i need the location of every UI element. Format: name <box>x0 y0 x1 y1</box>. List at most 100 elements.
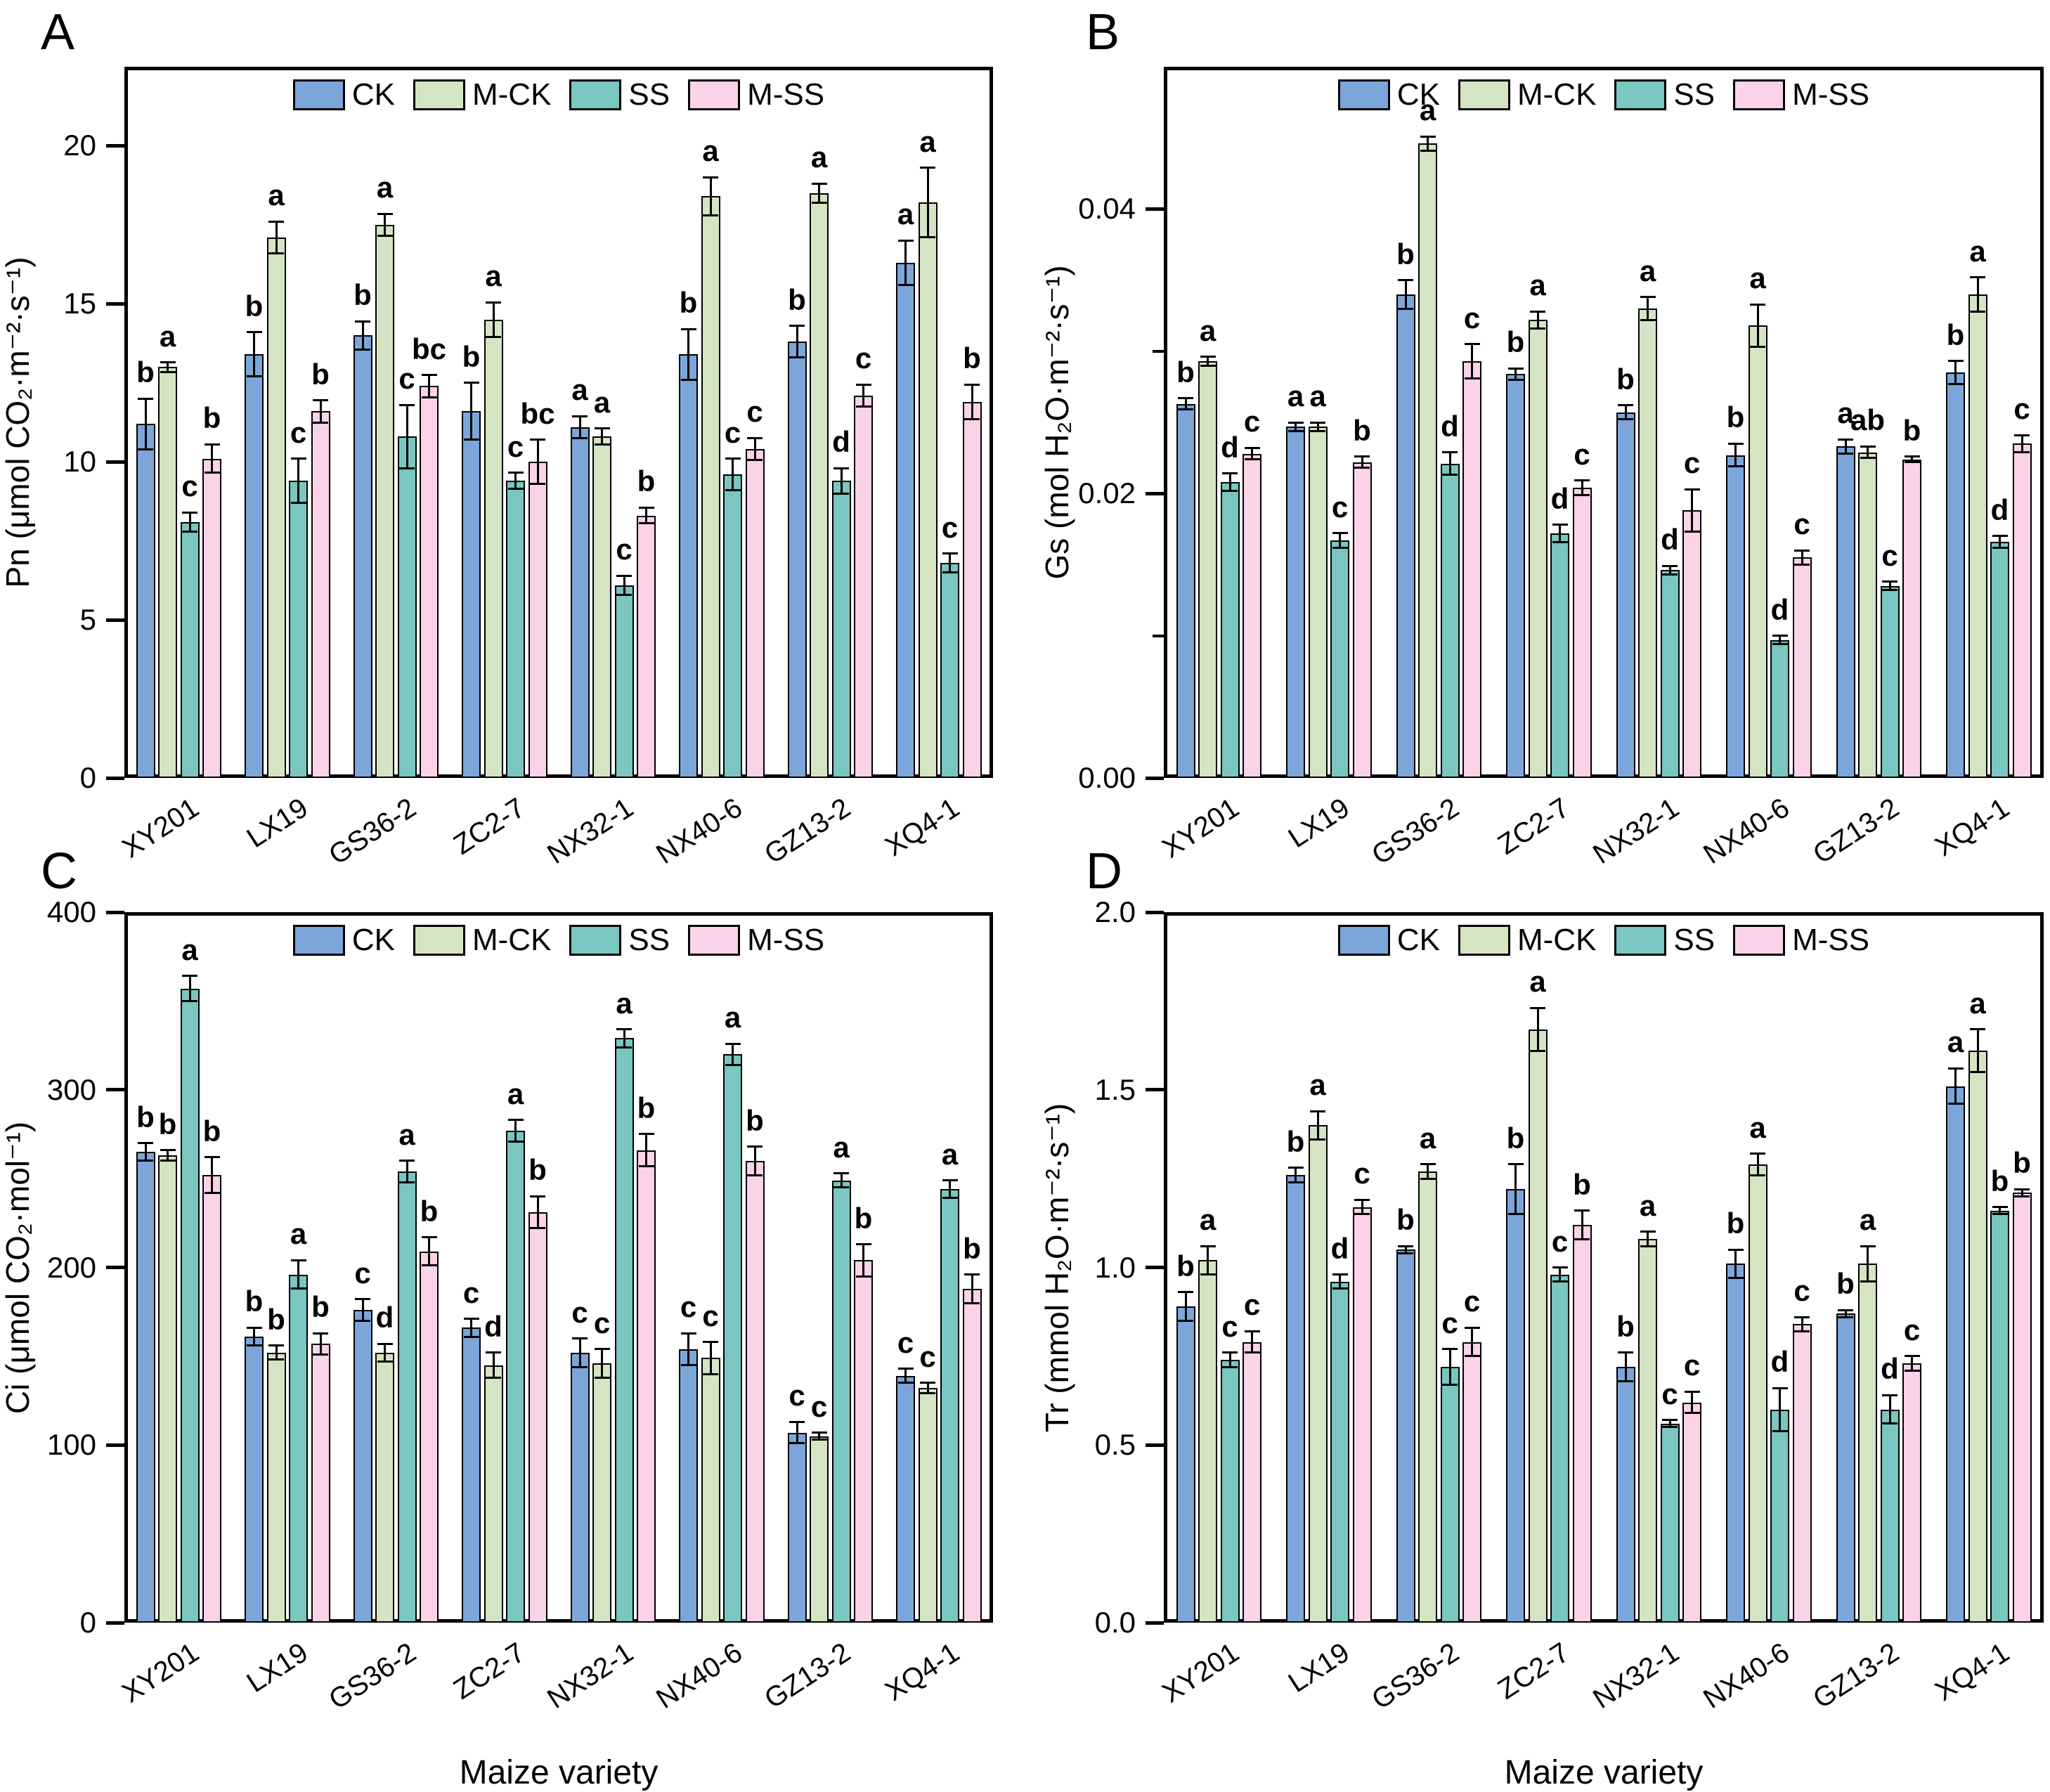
error-bar-cap-bottom <box>463 1335 479 1338</box>
sig-letter: a <box>941 1137 959 1171</box>
bar-D-NX40-6-CK <box>1726 1264 1745 1623</box>
error-bar-cap-top <box>1178 1291 1193 1294</box>
error-bar-cap-bottom <box>920 1392 935 1395</box>
error-bar-cap-top <box>246 1326 262 1329</box>
bar-D-LX19-SS <box>1330 1281 1349 1623</box>
error-bar <box>1911 456 1913 462</box>
sig-letter: b <box>1353 413 1371 447</box>
error-bar <box>971 384 973 420</box>
error-bar-cap-top <box>1420 1163 1436 1166</box>
error-bar-cap-top <box>594 1348 610 1351</box>
error-bar-cap-bottom <box>1310 429 1325 432</box>
error-bar-cap-bottom <box>1530 327 1545 330</box>
error-bar <box>1339 533 1341 548</box>
legend-item-CK: CK <box>292 925 395 956</box>
error-bar-cap-bottom <box>1618 1379 1633 1382</box>
error-bar <box>1691 489 1693 532</box>
bar-A-ZC2-7-SS <box>506 481 525 778</box>
sig-letter: d <box>832 425 850 459</box>
legend-swatch-M-CK <box>1458 925 1510 956</box>
error-bar <box>1471 344 1473 379</box>
legend-label: M-SS <box>1792 77 1870 112</box>
error-bar-cap-bottom <box>1772 643 1788 646</box>
error-bar-cap-top <box>1860 1245 1876 1247</box>
error-bar-cap-top <box>182 511 197 514</box>
bar-D-ZC2-7-SS <box>1550 1274 1569 1623</box>
error-bar-cap-top <box>421 374 437 377</box>
error-bar <box>406 1160 408 1183</box>
bar-B-NX32-1-CK <box>1616 412 1635 778</box>
error-bar-cap-bottom <box>747 1174 763 1176</box>
sig-letter: a <box>290 1217 307 1251</box>
legend-item-M-SS: M-SS <box>688 79 824 110</box>
sig-letter: b <box>963 342 981 375</box>
error-bar-cap-top <box>964 383 980 386</box>
sig-letter: b <box>637 1091 656 1124</box>
error-bar-cap-bottom <box>1530 1049 1545 1052</box>
bar-B-XY201-M-SS <box>1243 453 1261 778</box>
bar-D-ZC2-7-CK <box>1506 1189 1525 1623</box>
sig-letter: b <box>679 286 698 320</box>
sig-letter: b <box>637 465 656 498</box>
sig-letter: a <box>181 933 198 966</box>
error-bar-cap-top <box>1420 135 1436 138</box>
error-bar-cap-bottom <box>1442 474 1458 476</box>
error-bar-cap-bottom <box>1992 1213 2008 1216</box>
legend-swatch-CK <box>1337 925 1390 956</box>
error-bar-cap-bottom <box>1244 458 1260 461</box>
error-bar-cap-bottom <box>1750 1174 1765 1176</box>
error-bar-cap-top <box>1178 397 1193 400</box>
error-bar-cap-bottom <box>377 1360 393 1363</box>
error-bar-cap-bottom <box>1947 1103 1964 1105</box>
error-bar <box>1251 448 1253 460</box>
legend-item-M-CK: M-CK <box>413 925 551 956</box>
error-bar <box>167 362 169 372</box>
bar-B-GS36-2-SS <box>1440 463 1460 778</box>
error-bar <box>1801 1317 1803 1332</box>
error-bar-cap-bottom <box>833 1186 849 1189</box>
y-tick <box>1146 491 1164 495</box>
bar-D-LX19-M-SS <box>1352 1207 1372 1623</box>
error-bar-cap-top <box>1552 1266 1568 1268</box>
bar-D-ZC2-7-M-CK <box>1528 1029 1548 1623</box>
sig-letter: c <box>398 362 415 396</box>
error-bar-cap-top <box>138 397 153 400</box>
legend-label: SS <box>628 77 670 112</box>
error-bar-cap-top <box>268 220 284 223</box>
bar-C-ZC2-7-SS <box>506 1130 525 1623</box>
y-tick-label: 1.0 <box>1094 1250 1136 1284</box>
sig-letter: b <box>245 1285 264 1318</box>
error-bar-cap-top <box>1640 296 1656 299</box>
error-bar <box>1756 1153 1759 1176</box>
error-bar-cap-top <box>1904 1355 1920 1358</box>
error-bar-cap-top <box>1442 1348 1458 1351</box>
sig-letter: b <box>1506 325 1525 359</box>
error-bar-cap-top <box>1200 356 1216 358</box>
error-bar-cap-top <box>680 327 696 330</box>
error-bar-cap-top <box>1904 455 1920 458</box>
error-bar-cap-bottom <box>703 214 718 216</box>
error-bar <box>949 553 951 573</box>
error-bar <box>536 439 539 484</box>
error-bar <box>1844 439 1847 454</box>
sig-letter: c <box>746 395 763 429</box>
sig-letter: c <box>1793 1274 1810 1308</box>
bar-D-GS36-2-CK <box>1396 1249 1415 1623</box>
legend-item-M-CK: M-CK <box>1458 79 1596 110</box>
bar-A-GZ13-2-M-CK <box>810 193 829 778</box>
error-bar-cap-bottom <box>811 201 827 204</box>
error-bar-cap-top <box>897 239 914 242</box>
error-bar <box>753 438 756 460</box>
error-bar-cap-bottom <box>703 1372 718 1375</box>
legend-label: SS <box>1673 77 1715 112</box>
error-bar-cap-bottom <box>486 1376 501 1379</box>
error-bar <box>687 329 689 380</box>
error-bar-cap-top <box>1244 1330 1260 1332</box>
error-bar-cap-bottom <box>530 483 545 486</box>
sig-letter: b <box>245 289 264 323</box>
error-bar <box>1999 535 2001 548</box>
legend-item-M-SS: M-SS <box>1733 79 1869 110</box>
error-bar <box>578 416 581 439</box>
error-bar-cap-bottom <box>160 370 176 373</box>
error-bar-cap-bottom <box>616 1046 632 1048</box>
